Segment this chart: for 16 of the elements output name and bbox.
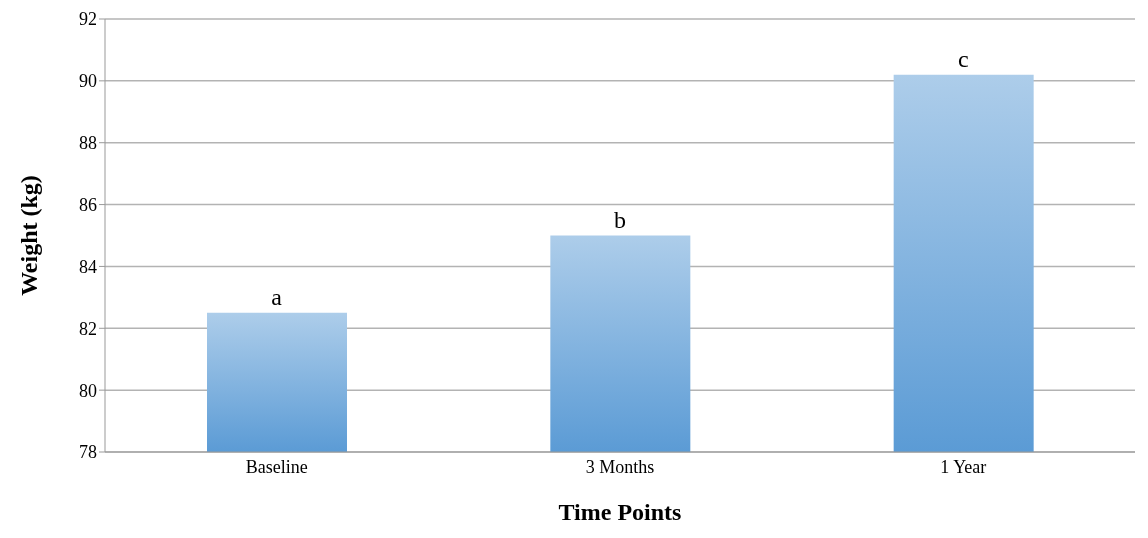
y-tick-label: 92	[79, 9, 97, 30]
y-tick-label: 82	[79, 318, 97, 339]
x-tick-label: 3 Months	[585, 456, 655, 477]
x-axis-title: Time Points	[558, 499, 682, 525]
annotation: a	[271, 283, 283, 310]
x-tick-label: 1 Year	[940, 456, 987, 477]
annotation: b	[614, 206, 626, 233]
y-tick-label: 78	[79, 442, 97, 463]
y-tick-label: 86	[79, 194, 97, 215]
y-tick-label: 80	[79, 380, 97, 401]
y-tick-label: 90	[79, 71, 97, 92]
y-axis-title: Weight (kg)	[15, 175, 42, 296]
annotation: c	[958, 45, 969, 72]
x-tick-label: Baseline	[245, 456, 308, 477]
y-tick-label: 88	[79, 133, 97, 154]
y-tick-label: 84	[79, 256, 97, 277]
